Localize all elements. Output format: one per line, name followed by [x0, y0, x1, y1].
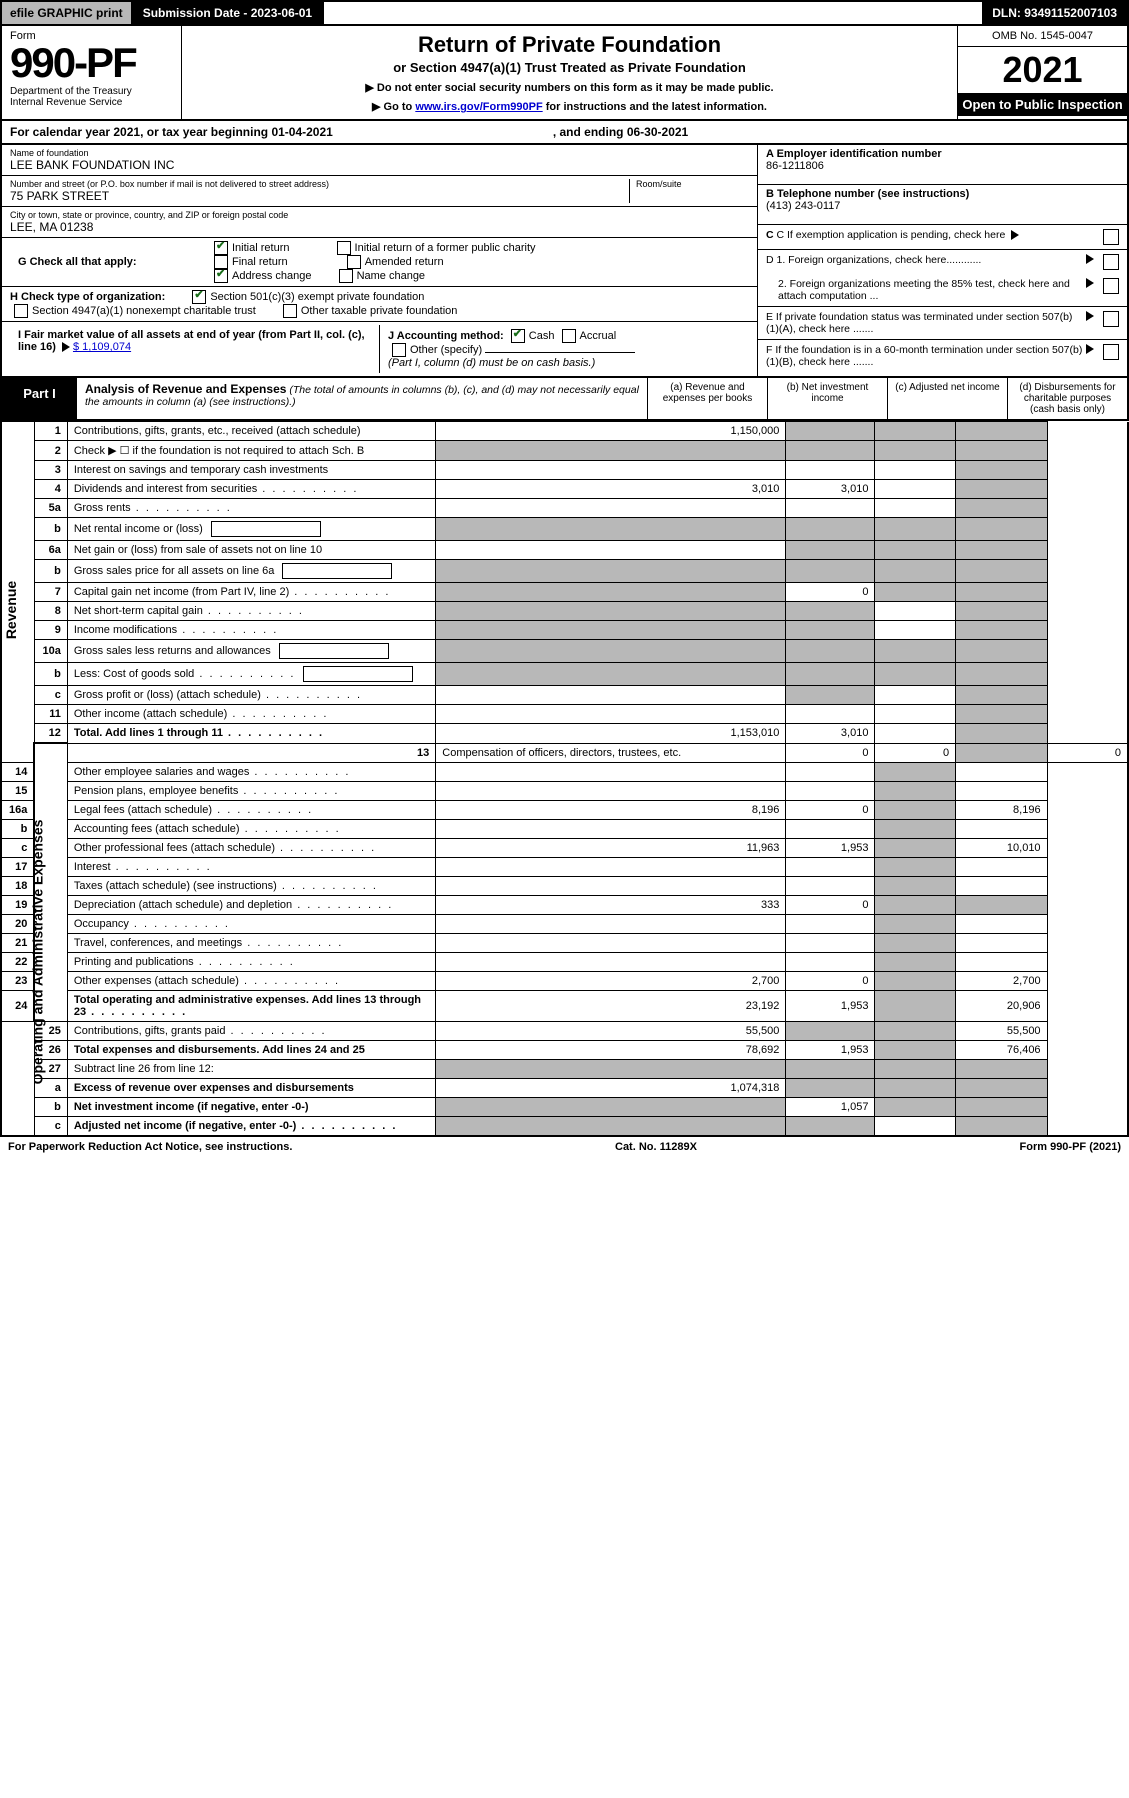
part1-title: Analysis of Revenue and Expenses [85, 382, 286, 396]
chk-name-change[interactable] [339, 269, 353, 283]
addr-value: 75 PARK STREET [10, 189, 629, 203]
fmv-value[interactable]: $ 1,109,074 [73, 341, 131, 353]
period-row: For calendar year 2021, or tax year begi… [0, 121, 1129, 145]
dln-label: DLN: 93491152007103 [982, 2, 1127, 24]
j-note: (Part I, column (d) must be on cash basi… [388, 357, 595, 369]
chk-f[interactable] [1103, 344, 1119, 360]
chk-initial-former[interactable] [337, 241, 351, 255]
city-label: City or town, state or province, country… [10, 210, 749, 220]
omb-number: OMB No. 1545-0047 [958, 26, 1127, 47]
e-text: E If private foundation status was termi… [766, 311, 1083, 335]
addr-label: Number and street (or P.O. box number if… [10, 179, 629, 189]
col-b-hdr: (b) Net investment income [767, 378, 887, 419]
room-label: Room/suite [636, 179, 749, 189]
footer-left: For Paperwork Reduction Act Notice, see … [8, 1141, 292, 1153]
ein-label: A Employer identification number [766, 148, 1119, 160]
foundation-name: LEE BANK FOUNDATION INC [10, 158, 749, 172]
chk-e[interactable] [1103, 311, 1119, 327]
form-header: Form 990-PF Department of the Treasury I… [0, 26, 1129, 121]
col-d-hdr: (d) Disbursements for charitable purpose… [1007, 378, 1127, 419]
chk-final[interactable] [214, 255, 228, 269]
c-text: C If exemption application is pending, c… [777, 229, 1006, 241]
ein-value: 86-1211806 [766, 160, 1119, 172]
d2-text: 2. Foreign organizations meeting the 85%… [766, 278, 1083, 302]
name-label: Name of foundation [10, 148, 749, 158]
period-begin: For calendar year 2021, or tax year begi… [10, 125, 333, 139]
chk-amended[interactable] [347, 255, 361, 269]
chk-d2[interactable] [1103, 278, 1119, 294]
col-a-hdr: (a) Revenue and expenses per books [647, 378, 767, 419]
revenue-label: Revenue [3, 581, 19, 639]
form-link[interactable]: www.irs.gov/Form990PF [415, 101, 542, 113]
d1-text: D 1. Foreign organizations, check here..… [766, 254, 1083, 266]
part1-table: Revenue 1Contributions, gifts, grants, e… [0, 421, 1129, 1137]
efile-label[interactable]: efile GRAPHIC print [2, 2, 133, 24]
tax-year: 2021 [958, 47, 1127, 93]
chk-addr-change[interactable] [214, 269, 228, 283]
chk-other-spec[interactable] [392, 343, 406, 357]
chk-initial[interactable] [214, 241, 228, 255]
f-text: F If the foundation is in a 60-month ter… [766, 344, 1083, 368]
footer-right: Form 990-PF (2021) [1020, 1141, 1121, 1153]
instr-line-1: ▶ Do not enter social security numbers o… [188, 81, 951, 94]
chk-501c3[interactable] [192, 290, 206, 304]
tel-label: B Telephone number (see instructions) [766, 188, 1119, 200]
chk-4947[interactable] [14, 304, 28, 318]
col-c-hdr: (c) Adjusted net income [887, 378, 1007, 419]
city-value: LEE, MA 01238 [10, 220, 749, 234]
submission-date: Submission Date - 2023-06-01 [133, 2, 324, 24]
part1-tab: Part I [2, 378, 77, 419]
tel-value: (413) 243-0117 [766, 200, 1119, 212]
footer-mid: Cat. No. 11289X [292, 1141, 1019, 1153]
form-number: 990-PF [10, 42, 173, 84]
period-end: , and ending 06-30-2021 [553, 125, 688, 139]
i-label: I Fair market value of all assets at end… [18, 329, 365, 353]
chk-accrual[interactable] [562, 329, 576, 343]
chk-cash[interactable] [511, 329, 525, 343]
dept-label: Department of the Treasury Internal Reve… [10, 86, 173, 108]
instr-line-2a: ▶ Go to [372, 101, 415, 113]
footer: For Paperwork Reduction Act Notice, see … [0, 1137, 1129, 1157]
form-subtitle: or Section 4947(a)(1) Trust Treated as P… [188, 60, 951, 75]
instr-line-2b: for instructions and the latest informat… [543, 101, 767, 113]
open-inspection: Open to Public Inspection [958, 93, 1127, 116]
part1-header: Part I Analysis of Revenue and Expenses … [0, 378, 1129, 421]
g-label: G Check all that apply: [10, 252, 210, 272]
chk-c[interactable] [1103, 229, 1119, 245]
chk-d1[interactable] [1103, 254, 1119, 270]
chk-other-tax[interactable] [283, 304, 297, 318]
j-label: J Accounting method: [388, 330, 504, 342]
info-section: Name of foundation LEE BANK FOUNDATION I… [0, 145, 1129, 378]
top-bar: efile GRAPHIC print Submission Date - 20… [0, 0, 1129, 26]
h-label: H Check type of organization: [10, 291, 165, 303]
form-title: Return of Private Foundation [188, 32, 951, 58]
